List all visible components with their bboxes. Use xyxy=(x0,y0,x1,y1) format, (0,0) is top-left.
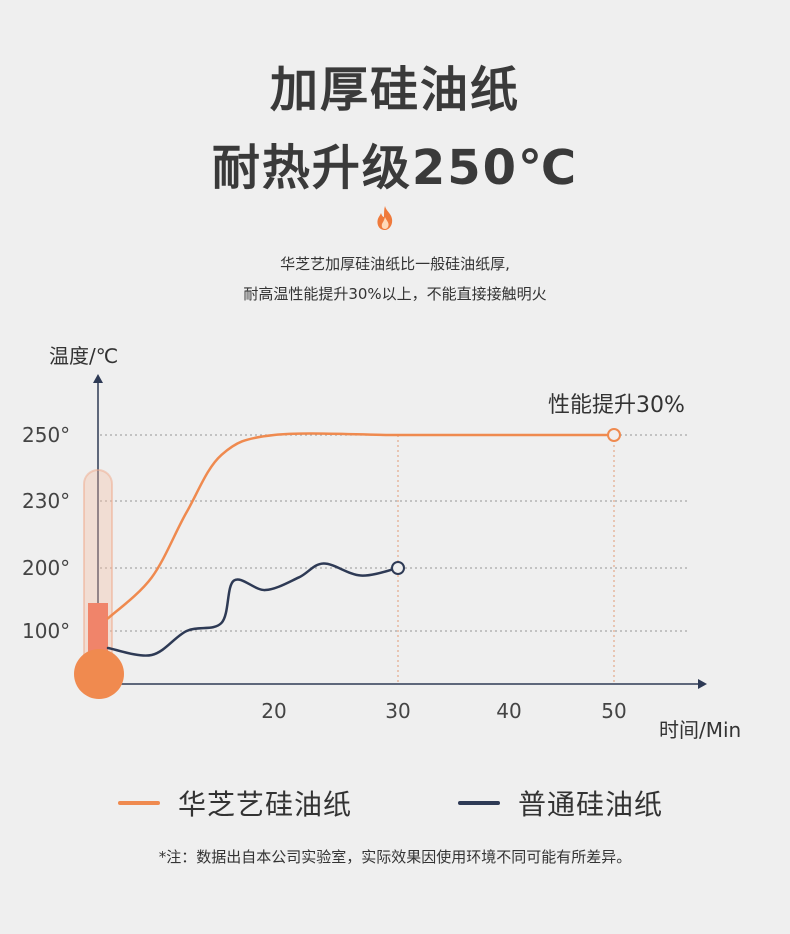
legend-item-normal: 普通硅油纸 xyxy=(458,783,663,823)
temperature-chart: 温度/℃ 时间/Min 100° 200° 230° 250° 20 30 40 50 性能提升30… xyxy=(22,344,741,742)
page-title: 加厚硅油纸 xyxy=(269,62,520,118)
annotation-label: 性能提升30% xyxy=(548,393,685,418)
x-tick-label: 20 xyxy=(261,699,286,723)
flame-icon xyxy=(377,206,393,230)
page-subtitle: 耐热升级250℃ xyxy=(211,140,579,196)
x-axis-arrow xyxy=(698,679,707,689)
legend-swatch-navy xyxy=(458,801,500,805)
x-axis-label: 时间/Min xyxy=(659,718,741,742)
legend-item-huazhiyi: 华芝艺硅油纸 xyxy=(118,783,352,823)
thermometer-bulb xyxy=(74,649,124,699)
x-tick-label: 40 xyxy=(496,699,521,723)
y-tick-label: 250° xyxy=(22,423,70,447)
legend-label-normal: 普通硅油纸 xyxy=(518,788,664,821)
legend-label-huazhiyi: 华芝艺硅油纸 xyxy=(178,788,353,821)
y-tick-label: 230° xyxy=(22,489,70,513)
y-axis-arrow xyxy=(93,374,103,383)
description-line-2: 耐高温性能提升30%以上，不能直接接触明火 xyxy=(243,285,547,303)
series-huazhiyi-line xyxy=(106,432,616,620)
legend-swatch-orange xyxy=(118,801,160,805)
series-normal-endpoint xyxy=(391,561,405,575)
y-tick-label: 100° xyxy=(22,619,70,643)
description-line-1: 华芝艺加厚硅油纸比一般硅油纸厚, xyxy=(280,255,510,273)
x-tick-label: 30 xyxy=(385,699,410,723)
footnote: *注：数据出自本公司实验室，实际效果因使用环境不同可能有所差异。 xyxy=(158,848,632,866)
y-axis-label: 温度/℃ xyxy=(49,344,118,368)
x-tick-label: 50 xyxy=(601,699,626,723)
y-tick-label: 200° xyxy=(22,556,70,580)
series-huazhiyi-endpoint xyxy=(607,428,621,442)
series-normal-line xyxy=(106,562,400,657)
